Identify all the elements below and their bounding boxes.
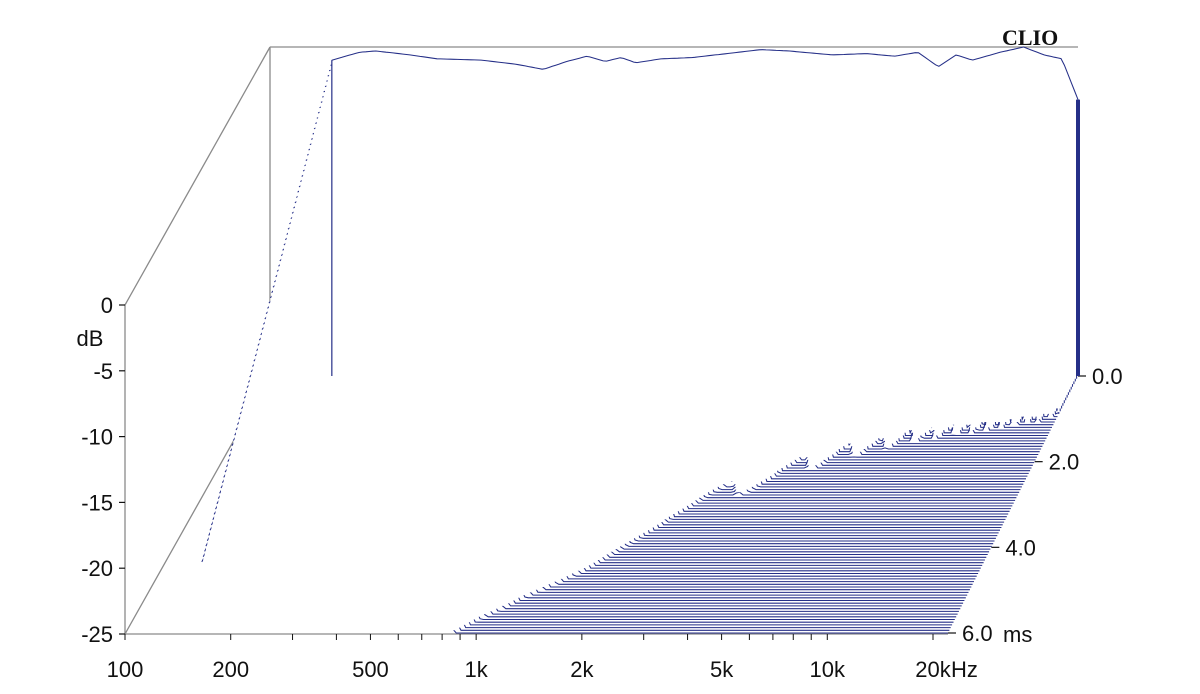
z-tick-label: 0.0 [1092, 364, 1123, 389]
x-tick-label: 2k [570, 657, 594, 682]
axis-labels: CLIO dB Hz ms 0 -5 -10 -15 -20 -25 100 200 500 1k… [77, 25, 1123, 682]
x-tick-label: 20k [915, 657, 951, 682]
left-wall-top-edge [124, 46, 271, 306]
brand-label: CLIO [1002, 25, 1058, 50]
x-tick-label: 1k [465, 657, 489, 682]
y-unit-label: dB [77, 326, 104, 351]
x-tick-label: 5k [710, 657, 734, 682]
y-tick-label: -5 [93, 359, 113, 384]
x-tick-label: 10k [810, 657, 846, 682]
decay-slice-mask [331, 47, 1078, 376]
x-tick-label: 200 [212, 657, 249, 682]
decay-traces [201, 46, 1080, 634]
y-tick-label: -10 [81, 425, 113, 450]
z-unit-label: ms [1003, 622, 1032, 647]
y-tick-label: 0 [101, 293, 113, 318]
y-tick-label: -25 [81, 622, 113, 647]
x-tick-label: 500 [352, 657, 389, 682]
chart-frame [119, 46, 1086, 640]
z-tick-label: 4.0 [1005, 535, 1036, 560]
z-tick-label: 2.0 [1049, 450, 1080, 475]
decay-slice-trace [331, 46, 1079, 376]
z-tick-label: 6.0 [962, 621, 993, 646]
x-tick-label: 100 [107, 657, 144, 682]
y-tick-label: -15 [81, 490, 113, 515]
y-tick-label: -20 [81, 556, 113, 581]
x-unit-label: Hz [951, 657, 978, 682]
